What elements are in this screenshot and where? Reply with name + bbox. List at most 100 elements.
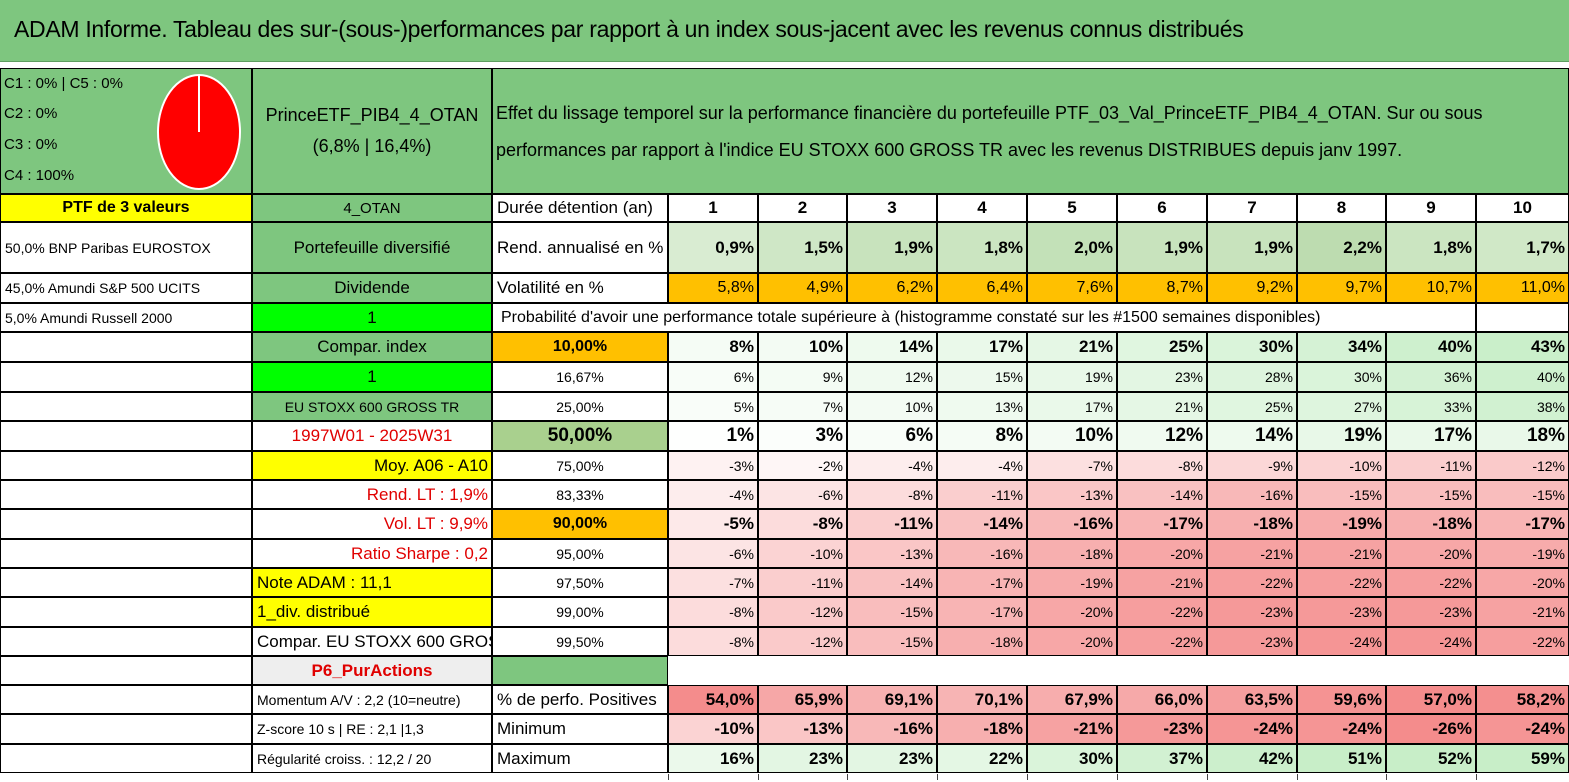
percentile-cell-5-10: -12% — [1476, 451, 1569, 480]
year-header-4: 4 — [937, 194, 1027, 222]
rend-cell-1: 0,9% — [668, 222, 758, 273]
ptf-label: PTF de 3 valeurs — [0, 194, 252, 222]
percentile-label-10: 99,00% — [492, 597, 668, 627]
percentile-cell-7-8: -19% — [1297, 509, 1386, 539]
percentile-cell-10-8: -23% — [1297, 597, 1386, 627]
min-cell-9: -26% — [1386, 714, 1476, 744]
percentile-cell-7-4: -14% — [937, 509, 1027, 539]
percentile-cell-9-10: -20% — [1476, 568, 1569, 597]
pos-cell-6: 66,0% — [1117, 685, 1207, 714]
left-empty-2 — [0, 362, 252, 392]
fund-stats: (6,8% | 16,4%) — [312, 136, 432, 156]
max-cell-10: 59% — [1476, 744, 1569, 773]
max-cell-5: 30% — [1027, 744, 1117, 773]
regularite-label: Régularité croiss. : 12,2 / 20 — [252, 744, 492, 773]
percentile-cell-8-10: -19% — [1476, 539, 1569, 568]
percentile-cell-2-8: 30% — [1297, 362, 1386, 392]
percentile-cell-9-6: -21% — [1117, 568, 1207, 597]
percentile-cell-8-1: -6% — [668, 539, 758, 568]
percentile-cell-11-1: -8% — [668, 627, 758, 656]
max-cell-1: 16% — [668, 744, 758, 773]
pos-cell-5: 67,9% — [1027, 685, 1117, 714]
allocation-pie-chart — [157, 74, 241, 190]
max-cell-7: 42% — [1207, 744, 1297, 773]
percentile-label-3: 25,00% — [492, 392, 668, 421]
p6-green-cell — [492, 656, 668, 685]
vol-cell-10: 11,0% — [1476, 273, 1569, 303]
percentile-cell-8-2: -10% — [758, 539, 847, 568]
min-cell-4: -18% — [937, 714, 1027, 744]
pos-cell-7: 63,5% — [1207, 685, 1297, 714]
page-title: ADAM Informe. Tableau des sur-(sous-)per… — [14, 16, 1244, 42]
percentile-cell-3-4: 13% — [937, 392, 1027, 421]
vol-cell-2: 4,9% — [758, 273, 847, 303]
min-cell-3: -16% — [847, 714, 937, 744]
percentile-cell-3-1: 5% — [668, 392, 758, 421]
percentile-cell-7-10: -17% — [1476, 509, 1569, 539]
rend-label: Rend. annualisé en % — [492, 222, 668, 273]
percentile-cell-1-10: 43% — [1476, 332, 1569, 362]
percentile-cell-11-2: -12% — [758, 627, 847, 656]
max-cell-9: 52% — [1386, 744, 1476, 773]
rend-lt-label: Rend. LT : 1,9% — [252, 480, 492, 509]
percentile-cell-6-7: -16% — [1207, 480, 1297, 509]
fund-panel: PrinceETF_PIB4_4_OTAN (6,8% | 16,4%) — [252, 68, 492, 194]
percentile-cell-5-2: -2% — [758, 451, 847, 480]
percentile-cell-6-2: -6% — [758, 480, 847, 509]
percentile-cell-10-4: -17% — [937, 597, 1027, 627]
percentile-cell-9-5: -19% — [1027, 568, 1117, 597]
percentile-cell-9-2: -11% — [758, 568, 847, 597]
percentile-label-2: 16,67% — [492, 362, 668, 392]
div-distribue-label: 1_div. distribué — [252, 597, 492, 627]
pos-cell-9: 57,0% — [1386, 685, 1476, 714]
percentile-cell-7-3: -11% — [847, 509, 937, 539]
percentile-cell-10-2: -12% — [758, 597, 847, 627]
pos-cell-2: 65,9% — [758, 685, 847, 714]
percentile-cell-5-3: -4% — [847, 451, 937, 480]
percentile-cell-9-9: -22% — [1386, 568, 1476, 597]
rend-cell-4: 1,8% — [937, 222, 1027, 273]
percentile-cell-2-2: 9% — [758, 362, 847, 392]
fund-name: PrinceETF_PIB4_4_OTAN — [265, 105, 479, 125]
holding-1: 50,0% BNP Paribas EUROSTOX — [0, 222, 252, 273]
percentile-cell-3-10: 38% — [1476, 392, 1569, 421]
percentile-cell-11-3: -15% — [847, 627, 937, 656]
percentile-cell-7-1: -5% — [668, 509, 758, 539]
percentile-label-1: 10,00% — [492, 332, 668, 362]
otan-label: 4_OTAN — [252, 194, 492, 222]
percentile-cell-11-10: -22% — [1476, 627, 1569, 656]
diversified-label: Portefeuille diversifié — [252, 222, 492, 273]
left-empty-14 — [0, 714, 252, 744]
max-cell-8: 51% — [1297, 744, 1386, 773]
vol-cell-3: 6,2% — [847, 273, 937, 303]
bottom-tick-7 — [1207, 774, 1208, 780]
left-empty-8 — [0, 539, 252, 568]
left-empty-7 — [0, 509, 252, 539]
vol-cell-9: 10,7% — [1386, 273, 1476, 303]
bottom-tick-1 — [668, 774, 669, 780]
percentile-cell-7-5: -16% — [1027, 509, 1117, 539]
vol-cell-8: 9,7% — [1297, 273, 1386, 303]
rend-cell-10: 1,7% — [1476, 222, 1569, 273]
percentile-cell-3-7: 25% — [1207, 392, 1297, 421]
rend-cell-2: 1,5% — [758, 222, 847, 273]
bottom-tick-8 — [1297, 774, 1298, 780]
year-header-3: 3 — [847, 194, 937, 222]
left-empty-4 — [0, 421, 252, 451]
left-empty-15 — [0, 744, 252, 773]
percentile-cell-2-5: 19% — [1027, 362, 1117, 392]
left-empty-6 — [0, 480, 252, 509]
percentile-cell-4-2: 3% — [758, 421, 847, 451]
proba-header-empty — [1476, 303, 1569, 332]
max-cell-4: 22% — [937, 744, 1027, 773]
percentile-cell-6-1: -4% — [668, 480, 758, 509]
min-cell-6: -23% — [1117, 714, 1207, 744]
percentile-cell-11-7: -23% — [1207, 627, 1297, 656]
min-cell-10: -24% — [1476, 714, 1569, 744]
max-label: Maximum — [492, 744, 668, 773]
percentile-cell-5-9: -11% — [1386, 451, 1476, 480]
percentile-cell-10-5: -20% — [1027, 597, 1117, 627]
percentile-cell-4-7: 14% — [1207, 421, 1297, 451]
percentile-label-9: 97,50% — [492, 568, 668, 597]
percentile-cell-4-6: 12% — [1117, 421, 1207, 451]
